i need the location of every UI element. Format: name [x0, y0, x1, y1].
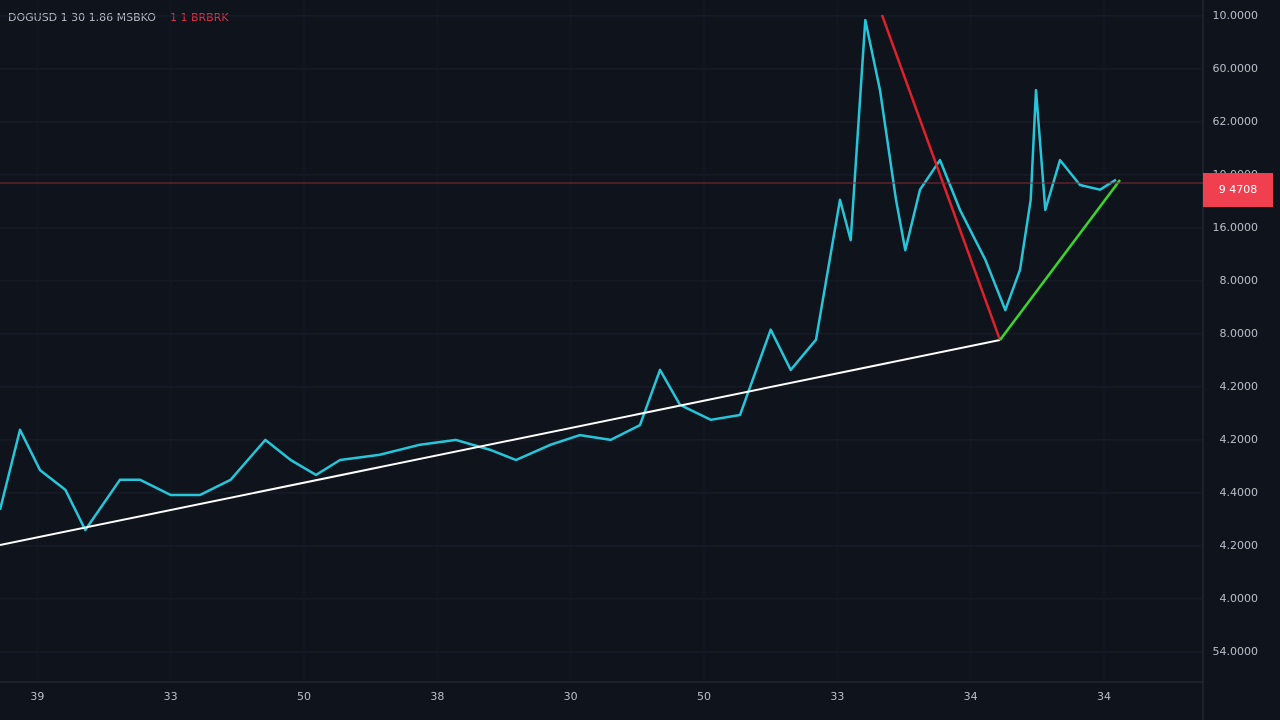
- x-tick-label: 38: [430, 690, 444, 703]
- y-tick-label: 4.0000: [1220, 592, 1259, 605]
- x-tick-label: 34: [964, 690, 978, 703]
- y-tick-label: 60.0000: [1213, 62, 1259, 75]
- x-tick-label: 39: [30, 690, 44, 703]
- x-tick-label: 33: [830, 690, 844, 703]
- x-tick-label: 50: [697, 690, 711, 703]
- trend-line-red: [880, 14, 1002, 341]
- x-tick-label: 33: [164, 690, 178, 703]
- x-tick-label: 50: [297, 690, 311, 703]
- y-tick-label: 54.0000: [1213, 645, 1259, 658]
- price-label: 9 4708: [1219, 183, 1258, 196]
- y-tick-label: 8.0000: [1220, 327, 1259, 340]
- y-tick-label: 8.0000: [1220, 274, 1259, 287]
- y-tick-label: 4.4000: [1220, 486, 1259, 499]
- status-info: 1 1 BRBRK: [170, 11, 229, 24]
- symbol-info: DOGUSD 1 30 1.86 MSBKO: [8, 11, 156, 24]
- y-tick-label: 4.2000: [1220, 380, 1259, 393]
- x-tick-label: 30: [564, 690, 578, 703]
- y-tick-label: 10.0000: [1213, 9, 1259, 22]
- x-tick-label: 34: [1097, 690, 1111, 703]
- trend-line-green: [999, 179, 1121, 341]
- y-tick-label: 4.2000: [1220, 539, 1259, 552]
- price-label-box: [1203, 173, 1273, 207]
- y-tick-label: 16.0000: [1213, 221, 1259, 234]
- trend-line: [0, 339, 1001, 546]
- y-tick-label: 4.2000: [1220, 433, 1259, 446]
- y-tick-label: 62.0000: [1213, 115, 1259, 128]
